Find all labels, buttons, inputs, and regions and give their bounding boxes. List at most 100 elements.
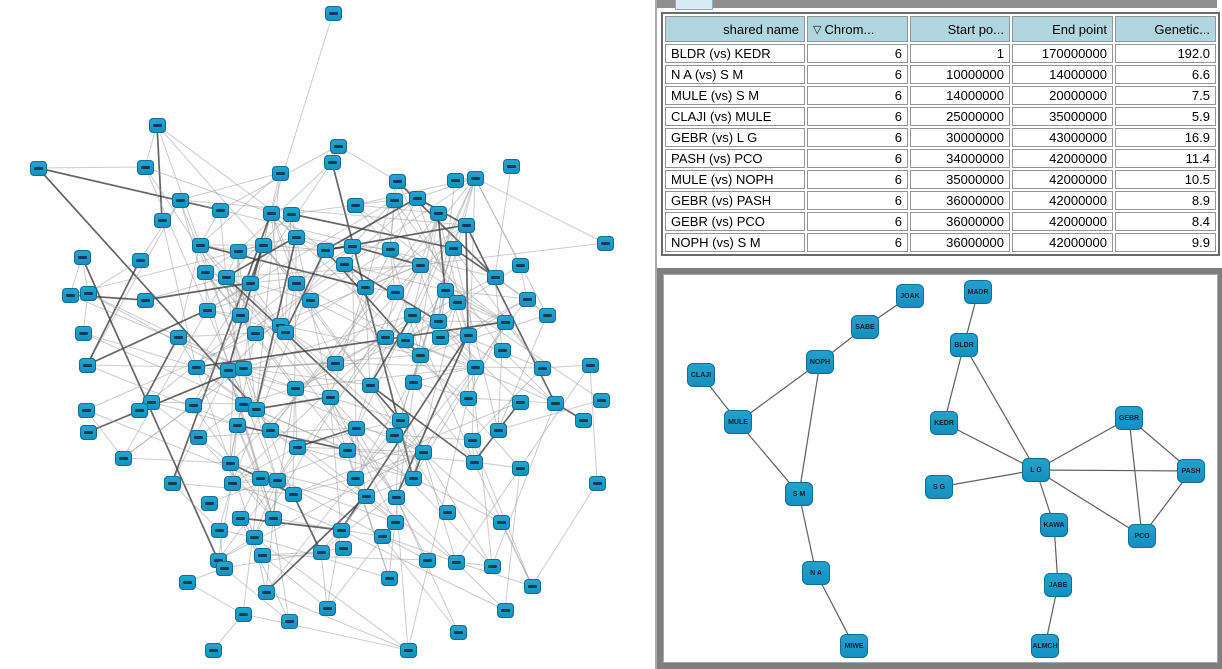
table-cell[interactable]: 35000000	[1012, 107, 1113, 126]
network-node-kawa[interactable]: KAWA	[1040, 513, 1068, 537]
network-node[interactable]	[429, 313, 447, 329]
network-node[interactable]	[163, 475, 181, 491]
network-node[interactable]	[546, 395, 564, 411]
network-node[interactable]	[288, 439, 306, 455]
network-node[interactable]	[588, 475, 606, 491]
network-node[interactable]	[459, 327, 477, 343]
network-node[interactable]	[414, 444, 432, 460]
network-node[interactable]	[511, 394, 529, 410]
network-node[interactable]	[343, 238, 361, 254]
table-row[interactable]: MULE (vs) S M 6 14000000 20000000 7.5	[665, 86, 1216, 105]
table-cell[interactable]: 5.9	[1115, 107, 1216, 126]
network-node[interactable]	[114, 450, 132, 466]
network-node[interactable]	[231, 307, 249, 323]
network-node[interactable]	[385, 427, 403, 443]
network-node[interactable]	[538, 307, 556, 323]
network-node[interactable]	[153, 212, 171, 228]
network-node[interactable]	[438, 504, 456, 520]
network-node[interactable]	[436, 282, 454, 298]
network-node[interactable]	[261, 422, 279, 438]
network-node[interactable]	[581, 357, 599, 373]
table-cell[interactable]: 35000000	[910, 170, 1010, 189]
network-node[interactable]	[287, 275, 305, 291]
network-node[interactable]	[404, 470, 422, 486]
network-node[interactable]	[312, 544, 330, 560]
network-node[interactable]	[483, 558, 501, 574]
network-node[interactable]	[136, 292, 154, 308]
network-node[interactable]	[323, 154, 341, 170]
network-node[interactable]	[493, 342, 511, 358]
network-node[interactable]	[404, 374, 422, 390]
network-node[interactable]	[211, 202, 229, 218]
network-node[interactable]	[136, 159, 154, 175]
network-node[interactable]	[388, 173, 406, 189]
network-node[interactable]	[444, 240, 462, 256]
network-node[interactable]	[215, 560, 233, 576]
table-cell[interactable]: 42000000	[1012, 170, 1113, 189]
table-cell[interactable]: 6	[807, 149, 908, 168]
table-cell[interactable]: MULE (vs) NOPH	[665, 170, 805, 189]
table-cell[interactable]: 16.9	[1115, 128, 1216, 147]
network-node[interactable]	[262, 205, 280, 221]
network-node[interactable]	[346, 470, 364, 486]
network-node[interactable]	[429, 205, 447, 221]
network-node-bldr[interactable]: BLDR	[950, 333, 978, 357]
network-node[interactable]	[223, 475, 241, 491]
network-node[interactable]	[189, 429, 207, 445]
network-node[interactable]	[234, 606, 252, 622]
table-cell[interactable]: 10.5	[1115, 170, 1216, 189]
table-cell[interactable]: 6	[807, 44, 908, 63]
network-node[interactable]	[210, 522, 228, 538]
network-node[interactable]	[381, 241, 399, 257]
network-node[interactable]	[131, 252, 149, 268]
table-cell[interactable]: 36000000	[910, 191, 1010, 210]
network-node[interactable]	[373, 528, 391, 544]
network-node[interactable]	[335, 256, 353, 272]
column-header-genetic[interactable]: Genetic...	[1115, 16, 1216, 42]
network-node-jabe[interactable]: JABE	[1044, 573, 1072, 597]
filter-funnel-icon[interactable]: ▽	[813, 23, 822, 36]
network-node[interactable]	[268, 472, 286, 488]
network-node[interactable]	[465, 454, 483, 470]
network-node[interactable]	[592, 392, 610, 408]
network-node[interactable]	[280, 613, 298, 629]
network-node[interactable]	[287, 229, 305, 245]
column-header-startpo[interactable]: Start po...	[910, 16, 1010, 42]
table-cell[interactable]: 6	[807, 86, 908, 105]
network-node[interactable]	[29, 160, 47, 176]
table-cell[interactable]: 10000000	[910, 65, 1010, 84]
column-header-endpoint[interactable]: End point	[1012, 16, 1113, 42]
network-node[interactable]	[496, 314, 514, 330]
table-cell[interactable]: 36000000	[910, 212, 1010, 231]
table-cell[interactable]: 8.9	[1115, 191, 1216, 210]
table-cell[interactable]: 7.5	[1115, 86, 1216, 105]
network-node-na[interactable]: N A	[802, 561, 830, 585]
network-node[interactable]	[418, 552, 436, 568]
table-cell[interactable]: 6	[807, 170, 908, 189]
table-cell[interactable]: 20000000	[1012, 86, 1113, 105]
network-node-kedr[interactable]: KEDR	[930, 411, 958, 435]
table-cell[interactable]: 6	[807, 65, 908, 84]
network-node[interactable]	[171, 192, 189, 208]
network-node-pco[interactable]: PCO	[1128, 524, 1156, 548]
network-node[interactable]	[386, 514, 404, 530]
network-node-lg[interactable]: L G	[1022, 458, 1050, 482]
table-row[interactable]: GEBR (vs) PASH 6 36000000 42000000 8.9	[665, 191, 1216, 210]
table-cell[interactable]: 25000000	[910, 107, 1010, 126]
network-node-joak[interactable]: JOAK	[896, 284, 924, 308]
network-node[interactable]	[316, 242, 334, 258]
network-node[interactable]	[251, 470, 269, 486]
table-row[interactable]: MULE (vs) NOPH 6 35000000 42000000 10.5	[665, 170, 1216, 189]
network-node[interactable]	[403, 307, 421, 323]
table-cell[interactable]: 42000000	[1012, 191, 1113, 210]
network-node[interactable]	[511, 460, 529, 476]
table-cell[interactable]: 6	[807, 233, 908, 252]
network-node[interactable]	[169, 329, 187, 345]
table-cell[interactable]: 6	[807, 212, 908, 231]
table-cell[interactable]: 30000000	[910, 128, 1010, 147]
network-node[interactable]	[574, 412, 592, 428]
network-node[interactable]	[511, 257, 529, 273]
network-node[interactable]	[326, 355, 344, 371]
network-node[interactable]	[253, 547, 271, 563]
network-node[interactable]	[459, 390, 477, 406]
